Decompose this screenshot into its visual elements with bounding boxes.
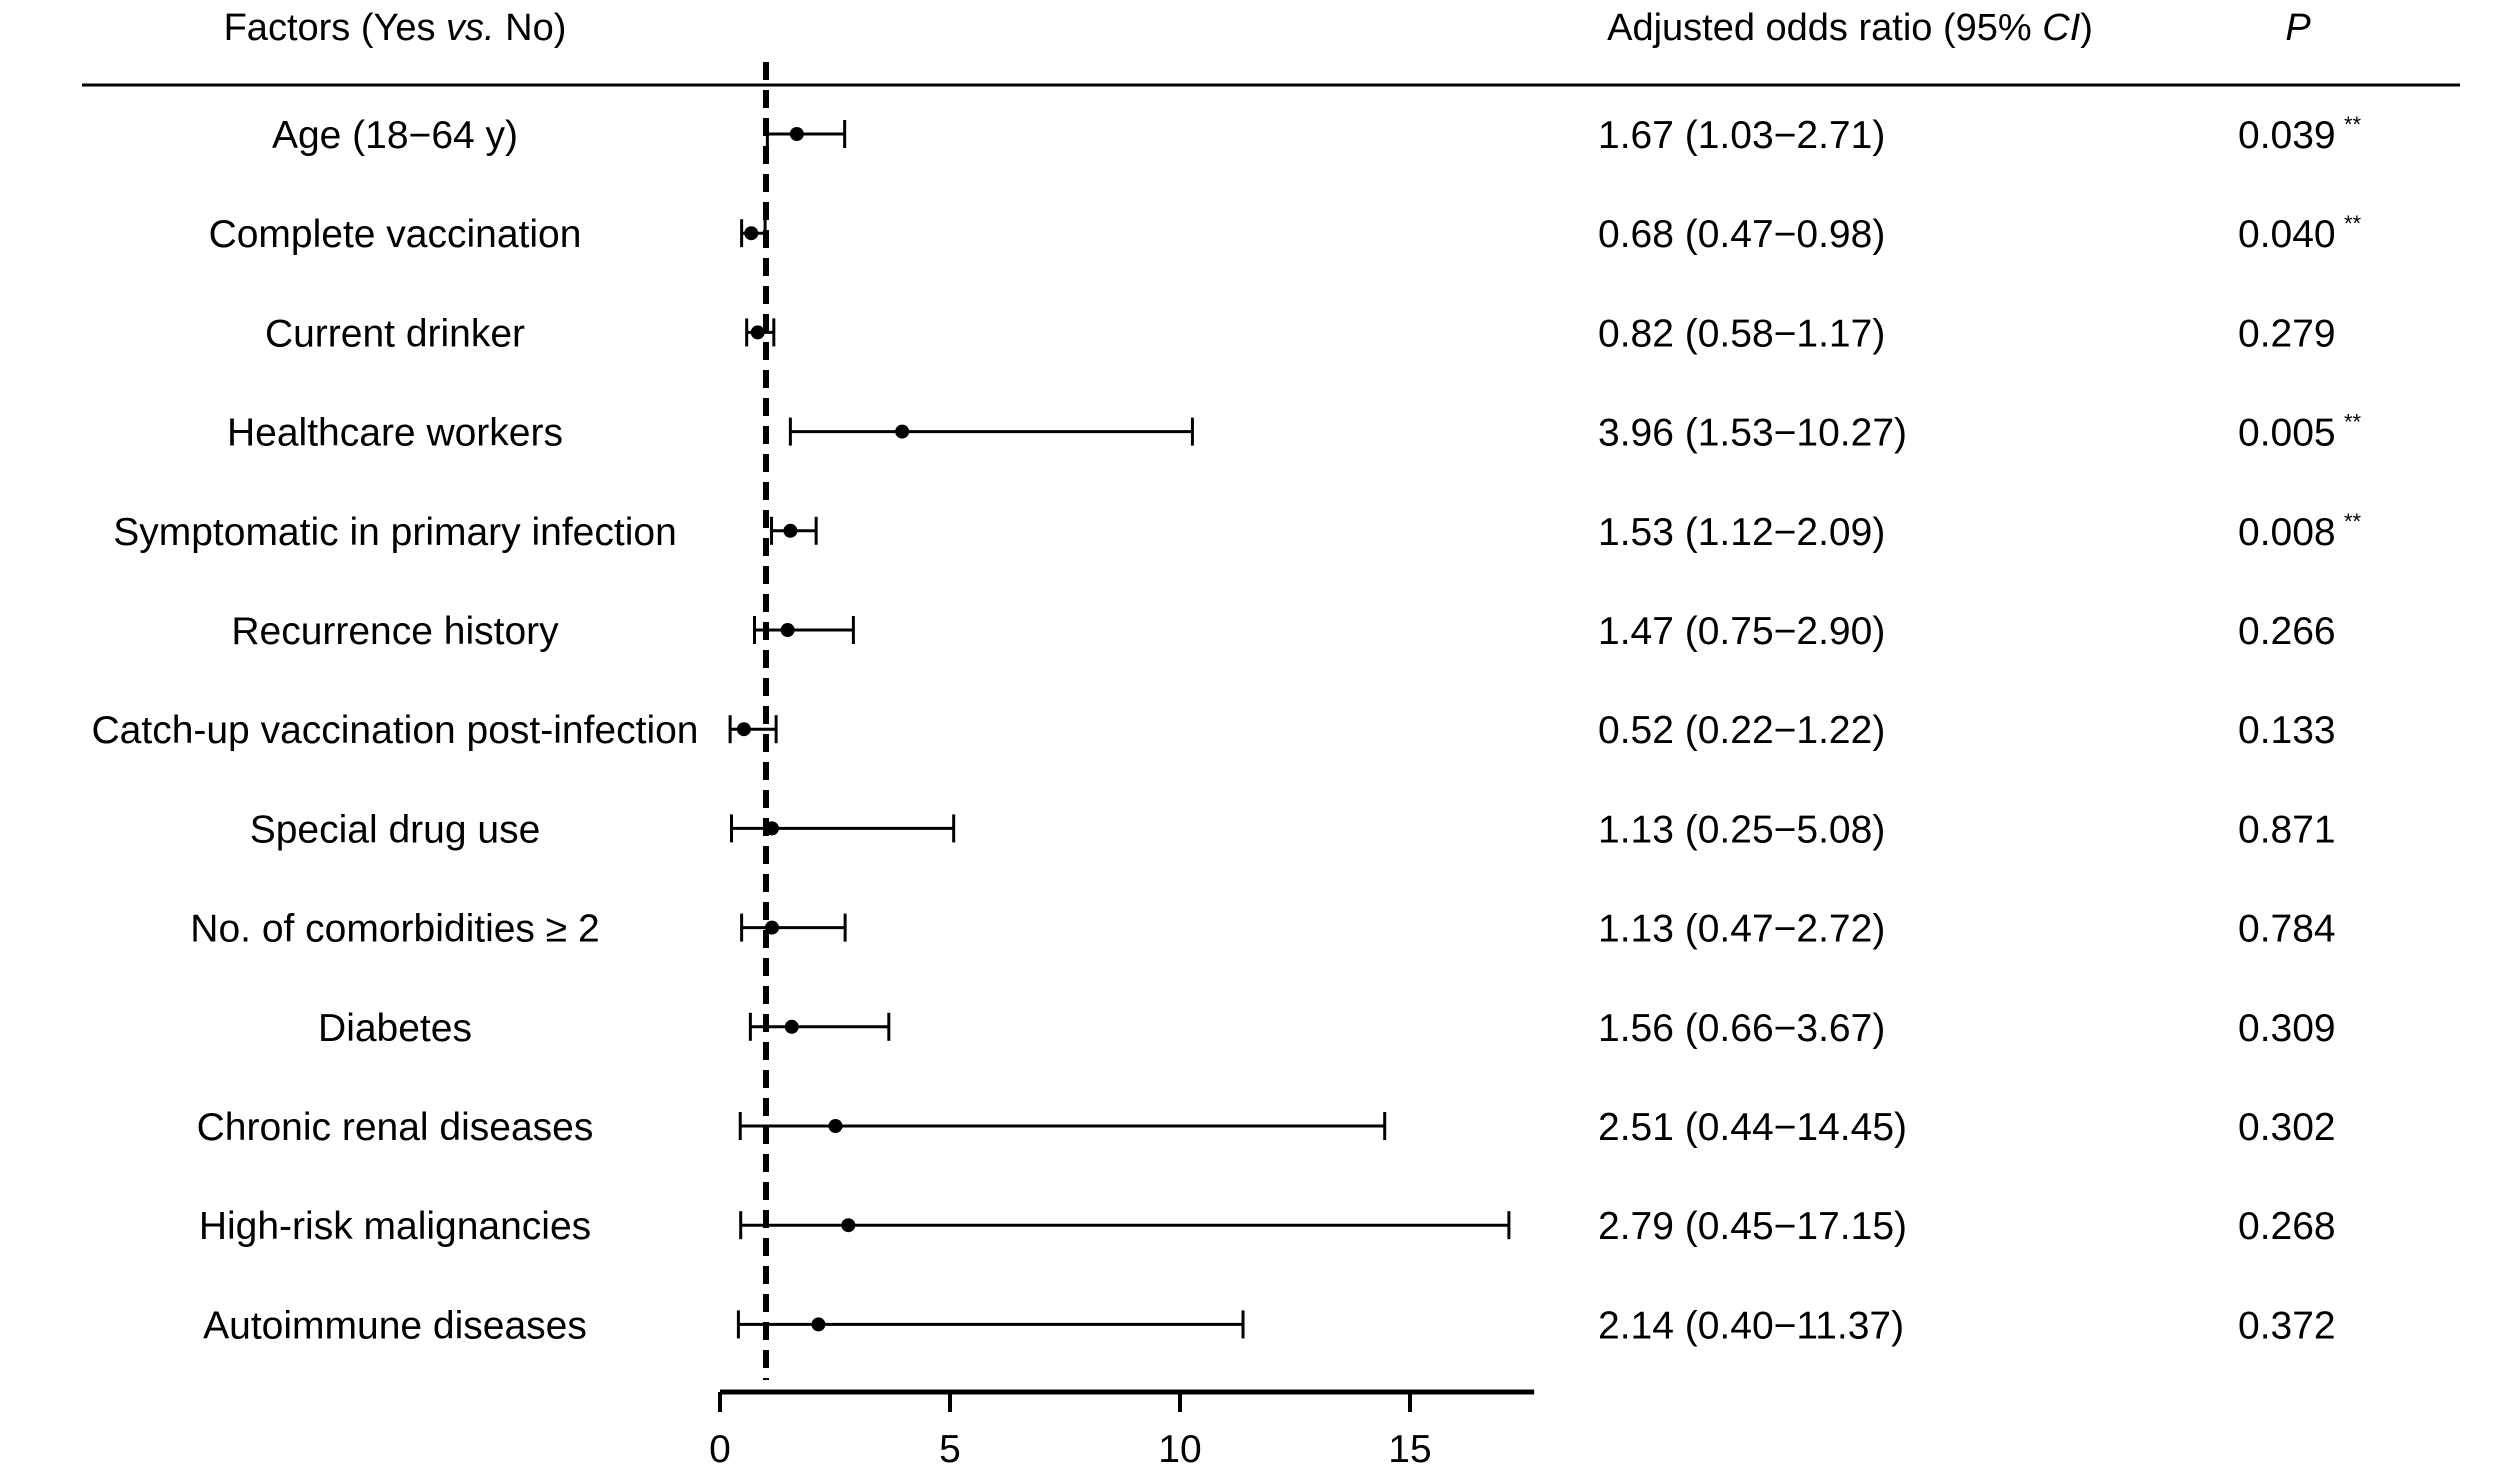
forest-row: Special drug use 1.13 (0.25−5.08) 0.871: [250, 808, 2336, 851]
odds-ratio-point: [780, 623, 795, 637]
odds-ratio-point: [895, 424, 910, 439]
p-value: 0.302: [2238, 1106, 2336, 1149]
p-value-header: P: [2285, 7, 2311, 49]
forest-row: Autoimmune diseases 2.14 (0.40−11.37) 0.37…: [203, 1304, 2335, 1347]
forest-row: Recurrence history 1.47 (0.75−2.90) 0.266: [231, 610, 2335, 653]
factor-label: Symptomatic in primary infection: [113, 511, 677, 554]
odds-ratio-value: 0.68 (0.47−0.98): [1598, 213, 1885, 256]
rows-layer: Age (18−64 y) 1.67 (1.03−2.71) 0.039 **Comp…: [92, 62, 2362, 1380]
forest-row: Symptomatic in primary infection 1.53 (1.…: [113, 509, 2361, 554]
odds-ratio-point: [783, 523, 798, 538]
odds-ratio-point: [750, 325, 765, 340]
factor-label: Catch-up vaccination post-infection: [92, 709, 699, 752]
p-value: 0.279: [2238, 312, 2336, 355]
factor-label: Autoimmune diseases: [203, 1304, 587, 1347]
factor-label: Special drug use: [250, 808, 541, 851]
factor-label: High-risk malignancies: [199, 1205, 591, 1248]
odds-ratio-value: 1.67 (1.03−2.71): [1598, 114, 1885, 157]
factor-label: No. of comorbidities ≥ 2: [190, 908, 599, 951]
odds-ratio-header-prefix: Adjusted odds ratio (95%: [1607, 7, 2042, 49]
x-tick-label: 10: [1158, 1428, 1201, 1471]
x-tick-label: 15: [1388, 1428, 1431, 1471]
x-axis: 0 5 10 15: [709, 1389, 1535, 1471]
forest-row: High-risk malignancies 2.79 (0.45−17.15) 0…: [199, 1205, 2336, 1248]
odds-ratio-value: 0.82 (0.58−1.17): [1598, 312, 1885, 355]
p-value: 0.309: [2238, 1007, 2336, 1050]
significance-marker: **: [2344, 211, 2362, 236]
factor-label: Complete vaccination: [209, 213, 582, 256]
factor-label: Current drinker: [265, 312, 525, 355]
odds-ratio-value: 2.14 (0.40−11.37): [1598, 1304, 1904, 1347]
forest-row: Chronic renal diseases 2.51 (0.44−14.45) 0…: [197, 1106, 2336, 1149]
p-value: 0.871: [2238, 808, 2336, 851]
odds-ratio-point: [828, 1119, 843, 1133]
odds-ratio-value: 1.56 (0.66−3.67): [1598, 1007, 1885, 1050]
odds-ratio-value: 0.52 (0.22−1.22): [1598, 709, 1885, 752]
odds-ratio-point: [789, 127, 804, 141]
x-tick-label: 5: [939, 1428, 961, 1471]
p-value: 0.372: [2238, 1304, 2336, 1347]
factors-header-prefix: Factors (Yes: [224, 7, 446, 49]
p-value: 0.008: [2238, 511, 2336, 554]
factors-header: Factors (Yes vs. No): [224, 7, 567, 49]
factors-header-vs: vs.: [446, 7, 495, 49]
forest-row: No. of comorbidities ≥ 2 1.13 (0.47−2.72)…: [190, 908, 2335, 951]
p-value: 0.784: [2238, 908, 2336, 951]
odds-ratio-value: 1.47 (0.75−2.90): [1598, 610, 1885, 653]
forest-row: Age (18−64 y) 1.67 (1.03−2.71) 0.039 **: [272, 112, 2362, 157]
odds-ratio-point: [744, 226, 759, 241]
odds-ratio-point: [841, 1218, 856, 1233]
significance-marker: **: [2344, 112, 2362, 137]
factor-label: Recurrence history: [231, 610, 559, 653]
odds-ratio-value: 1.53 (1.12−2.09): [1598, 511, 1885, 554]
forest-row: Catch-up vaccination post-infection 0.52 …: [92, 709, 2336, 752]
factor-label: Chronic renal diseases: [197, 1106, 594, 1149]
p-value: 0.268: [2238, 1205, 2336, 1248]
p-value: 0.005: [2238, 412, 2336, 455]
p-value: 0.266: [2238, 610, 2336, 653]
significance-marker: **: [2344, 509, 2362, 534]
odds-ratio-point: [784, 1019, 799, 1034]
p-value: 0.133: [2238, 709, 2336, 752]
odds-ratio-value: 1.13 (0.25−5.08): [1598, 808, 1885, 851]
x-tick-label: 0: [709, 1428, 731, 1471]
factors-header-suffix: No): [495, 7, 567, 49]
forest-row: Current drinker 0.82 (0.58−1.17) 0.279: [265, 312, 2336, 355]
odds-ratio-header: Adjusted odds ratio (95% CI): [1607, 7, 2093, 49]
p-value: 0.039: [2238, 114, 2336, 157]
odds-ratio-value: 1.13 (0.47−2.72): [1598, 908, 1885, 951]
significance-marker: **: [2344, 410, 2362, 435]
p-value: 0.040: [2238, 213, 2336, 256]
forest-row: Healthcare workers 3.96 (1.53−10.27) 0.005…: [227, 410, 2362, 455]
factor-label: Diabetes: [318, 1007, 472, 1050]
odds-ratio-value: 2.51 (0.44−14.45): [1598, 1106, 1907, 1149]
odds-ratio-value: 3.96 (1.53−10.27): [1598, 412, 1907, 455]
forest-row: Complete vaccination 0.68 (0.47−0.98) 0.04…: [209, 211, 2362, 256]
odds-ratio-header-ci: CI: [2042, 7, 2080, 49]
forest-row: Diabetes 1.56 (0.66−3.67) 0.309: [318, 1007, 2336, 1050]
factor-label: Healthcare workers: [227, 412, 563, 455]
odds-ratio-point: [736, 722, 751, 737]
odds-ratio-point: [811, 1317, 826, 1332]
factor-label: Age (18−64 y): [272, 114, 518, 157]
odds-ratio-header-suffix: ): [2080, 7, 2093, 49]
odds-ratio-value: 2.79 (0.45−17.15): [1598, 1205, 1907, 1248]
